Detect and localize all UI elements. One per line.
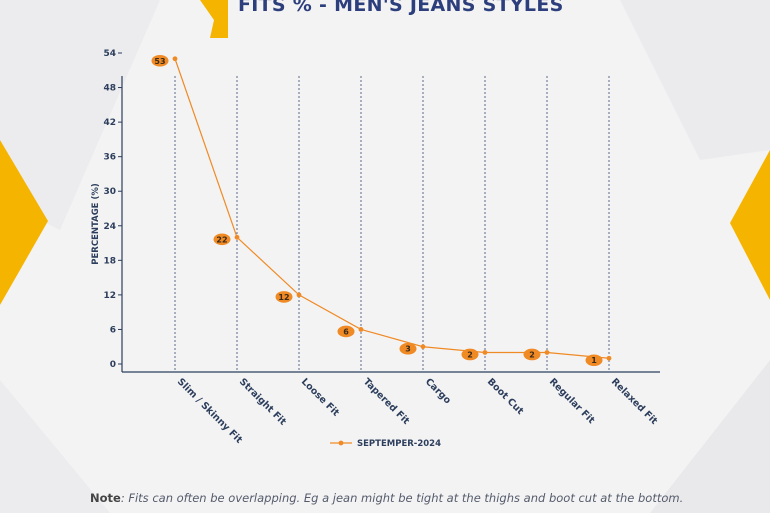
data-label-badge: [461, 348, 479, 361]
data-label: 2: [467, 350, 473, 359]
data-label: 53: [154, 57, 165, 66]
data-point: [544, 350, 550, 355]
data-label-badge: [151, 54, 169, 67]
data-label: 3: [405, 345, 411, 354]
x-tick-label: Slim / Skinny Fit: [175, 376, 245, 446]
data-label-badge: [275, 291, 293, 303]
data-label-badge: [213, 233, 231, 246]
y-tick-label: 54: [103, 49, 116, 59]
y-tick-label: 24: [103, 222, 116, 232]
data-label-badge: [399, 342, 417, 355]
data-point: [606, 355, 612, 361]
y-tick-label: 48: [103, 84, 116, 94]
y-tick-label: 30: [103, 187, 116, 197]
y-tick-label: 0: [110, 360, 116, 370]
x-tick-label: Boot Cut: [485, 376, 526, 417]
data-point: [358, 327, 364, 332]
legend-marker: [338, 440, 344, 446]
data-label: 22: [216, 235, 227, 244]
y-tick-label: 6: [110, 325, 116, 335]
data-label: 12: [278, 293, 289, 302]
y-tick-label: 18: [103, 256, 116, 266]
data-label: 6: [343, 327, 349, 336]
data-point: [234, 234, 240, 240]
y-tick-label: 42: [103, 118, 116, 128]
x-tick-label: Tapered Fit: [361, 376, 412, 427]
y-tick-label: 36: [103, 153, 116, 163]
x-tick-label: Straight Fit: [237, 376, 289, 428]
data-label: 1: [591, 356, 597, 365]
data-point: [296, 292, 302, 298]
page-title: FITS % - MEN'S JEANS STYLES: [238, 0, 564, 16]
data-label-badge: [523, 348, 541, 361]
footnote: Note: Fits can often be overlapping. Eg …: [90, 491, 683, 505]
x-tick-label: Loose Fit: [299, 376, 342, 419]
data-label-badge: [337, 325, 355, 338]
series-line: [174, 58, 610, 359]
x-tick-label: Relaxed Fit: [609, 376, 660, 427]
x-tick-label: Regular Fit: [547, 376, 597, 426]
y-tick-label: 12: [103, 291, 116, 301]
legend-label: SEPTEMPER-2024: [357, 439, 441, 449]
data-label: 2: [529, 350, 535, 359]
y-axis-label: PERCENTAGE (%): [91, 183, 101, 265]
data-point: [172, 56, 178, 62]
data-point: [420, 344, 426, 350]
note-label: Note: [90, 491, 121, 505]
data-point: [482, 350, 488, 355]
note-text: : Fits can often be overlapping. Eg a je…: [120, 491, 684, 505]
data-label-badge: [585, 354, 603, 367]
x-tick-label: Cargo: [423, 376, 453, 406]
